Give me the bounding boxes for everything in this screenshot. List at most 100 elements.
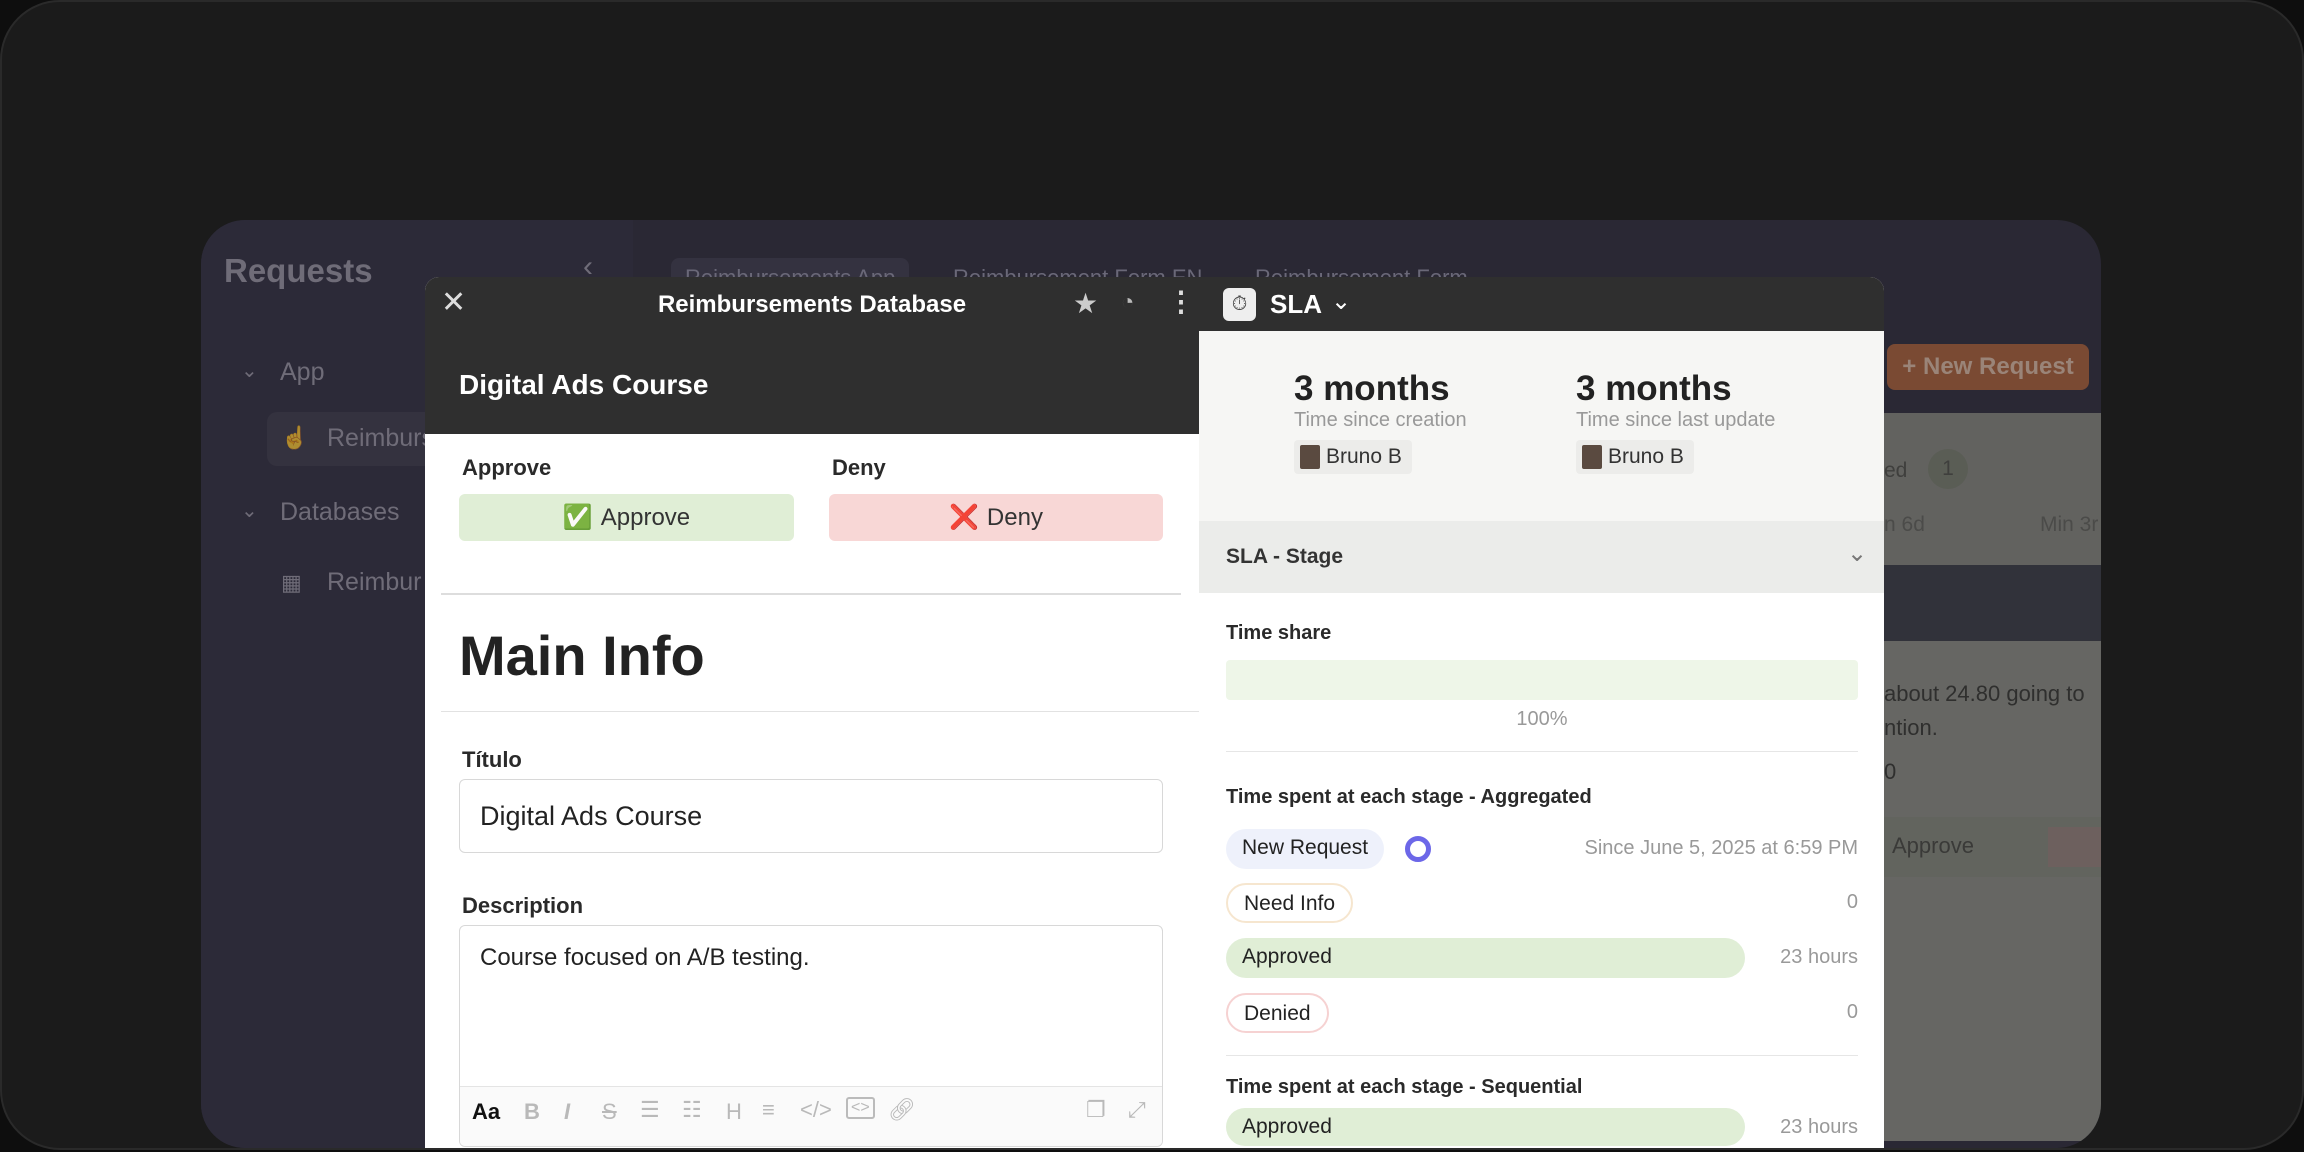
time-share-label: Time share	[1226, 622, 1332, 644]
check-icon: ✅	[562, 504, 593, 531]
section-title: Main Info	[459, 624, 705, 687]
section-header: SLA - Stage	[1226, 545, 1344, 568]
chevron-down-icon[interactable]: ⌄	[241, 360, 258, 382]
stage-new-request: New Request	[1226, 829, 1385, 869]
indent-icon[interactable]: ≡	[762, 1097, 775, 1122]
cross-icon: ❌	[949, 504, 979, 531]
editor-toolbar: Aa B I S ☰ ☷ H ≡ </> <> 🔗︎ ❐ ⤢	[460, 1086, 1162, 1146]
aggregated-title: Time spent at each stage - Aggregated	[1226, 786, 1592, 808]
peek-text: ed	[1884, 459, 1908, 482]
peek-row: Approve	[1884, 817, 2101, 877]
stage-duration: 0	[1846, 891, 1858, 913]
strikethrough-button[interactable]: S	[602, 1099, 617, 1124]
approve-label: Approve	[462, 455, 552, 480]
chevron-down-icon[interactable]: ⌄	[241, 500, 258, 522]
record-header: Digital Ads Course	[425, 331, 1199, 434]
sla-stage-section[interactable]: SLA - Stage ⌄	[1199, 521, 1884, 593]
expand-icon[interactable]: ⤢	[1128, 1097, 1146, 1122]
stage-approved-bar: Approved	[1226, 1108, 1745, 1146]
approve-button[interactable]: ✅ Approve	[459, 494, 794, 541]
sidebar-title: Requests	[224, 252, 373, 289]
sidebar-item-reimbursements-db[interactable]: ▦ Reimbur	[267, 560, 547, 610]
sequential-title: Time spent at each stage - Sequential	[1226, 1076, 1583, 1098]
peek-text: about 24.80 going to	[1884, 681, 2085, 706]
deny-button[interactable]: ❌ Deny	[829, 494, 1163, 541]
description-label: Description	[462, 893, 584, 918]
peek-text: ntion.	[1884, 715, 1938, 740]
record-title: Digital Ads Course	[459, 369, 709, 400]
new-request-button[interactable]: + New Request	[1887, 344, 2089, 390]
hand-icon: ☝	[281, 425, 309, 450]
stage-denied: Denied	[1226, 993, 1329, 1033]
sla-summary: 3 months Time since creation Bruno B 3 m…	[1199, 331, 1884, 521]
divider	[1226, 751, 1858, 752]
bold-button[interactable]: B	[524, 1099, 540, 1124]
user-name: Bruno B	[1608, 445, 1684, 468]
bullet-list-icon[interactable]: ☰	[640, 1097, 660, 1122]
copy-icon[interactable]: ❐	[1086, 1097, 1106, 1122]
background-stats: ed 1 n 6d Min 3r	[1884, 413, 2101, 565]
deny-label: Deny	[832, 455, 886, 480]
code-block-icon[interactable]: <>	[846, 1097, 875, 1119]
titulo-label: Título	[462, 747, 522, 772]
text-format-button[interactable]: Aa	[472, 1099, 501, 1124]
chevron-down-icon[interactable]: ⌄	[1331, 288, 1352, 315]
rss-icon[interactable]: ◔	[1121, 289, 1135, 314]
peek-text: n 6d	[1884, 513, 1925, 536]
peek-text: 0	[1884, 759, 1897, 784]
time-share-percent: 100%	[1516, 708, 1568, 730]
approve-button-label: Approve	[600, 503, 691, 531]
background-card: about 24.80 going to ntion. 0 Approve	[1884, 641, 2101, 1141]
modal-header: ✕ Reimbursements Database ★ ◔ ⋮ ⏱ SLA ⌄	[425, 277, 1884, 331]
avatar	[1582, 445, 1602, 469]
divider	[1226, 1055, 1858, 1056]
sidebar-item-label: Reimburs	[327, 424, 434, 452]
stage-need-info: Need Info	[1226, 883, 1354, 923]
user-name: Bruno B	[1326, 445, 1402, 468]
stage-approved-bar: Approved	[1226, 938, 1745, 978]
description-text[interactable]: Course focused on A/B testing.	[480, 944, 810, 971]
user-chip[interactable]: Bruno B	[1576, 440, 1694, 474]
time-since-update-value: 3 months	[1576, 369, 1732, 408]
deny-button-label: Deny	[986, 503, 1043, 531]
numbered-list-icon[interactable]: ☷	[682, 1097, 702, 1122]
background-band	[1884, 565, 2101, 641]
time-since-update-label: Time since last update	[1576, 409, 1776, 431]
italic-button[interactable]: I	[564, 1099, 571, 1124]
stage-duration: 0	[1846, 1001, 1858, 1023]
close-icon[interactable]: ✕	[441, 286, 467, 319]
current-stage-icon	[1405, 836, 1431, 862]
sla-title[interactable]: SLA	[1270, 289, 1322, 319]
stage-duration: 23 hours	[1780, 946, 1858, 968]
heading-button[interactable]: H	[726, 1099, 742, 1124]
time-share-bar	[1226, 660, 1858, 700]
timer-icon: ⏱	[1223, 288, 1256, 321]
time-since-creation-value: 3 months	[1294, 369, 1450, 408]
peek-deny	[2048, 827, 2101, 867]
sidebar-item-label: Reimbur	[327, 568, 422, 596]
time-share-fill	[1226, 660, 1858, 700]
record-form: Digital Ads Course Approve Deny ✅ Approve…	[425, 331, 1199, 1148]
stage-duration: 23 hours	[1780, 1116, 1858, 1138]
collapse-sidebar-icon[interactable]: ‹	[583, 250, 593, 283]
time-since-creation-label: Time since creation	[1294, 409, 1467, 431]
sidebar-section-app[interactable]: App	[280, 358, 325, 386]
user-chip[interactable]: Bruno B	[1294, 440, 1412, 474]
table-icon: ▦	[281, 570, 302, 595]
titulo-input[interactable]: Digital Ads Course	[459, 779, 1163, 853]
sidebar-section-databases[interactable]: Databases	[280, 498, 400, 526]
more-options-icon[interactable]: ⋮	[1167, 286, 1195, 317]
star-icon[interactable]: ★	[1073, 288, 1099, 319]
avatar	[1300, 445, 1320, 469]
peek-text: Min 3r	[2040, 513, 2099, 536]
link-icon[interactable]: 🔗︎	[888, 1097, 916, 1122]
count-badge: 1	[1928, 449, 1968, 489]
divider	[441, 711, 1199, 712]
sla-panel: 3 months Time since creation Bruno B 3 m…	[1199, 331, 1884, 1148]
code-icon[interactable]: </>	[800, 1097, 832, 1122]
peek-approve: Approve	[1892, 833, 1974, 858]
chevron-down-icon[interactable]: ⌄	[1847, 540, 1868, 567]
record-modal: ✕ Reimbursements Database ★ ◔ ⋮ ⏱ SLA ⌄ …	[425, 277, 1884, 1148]
description-editor[interactable]: Course focused on A/B testing. Aa B I S …	[459, 925, 1163, 1147]
